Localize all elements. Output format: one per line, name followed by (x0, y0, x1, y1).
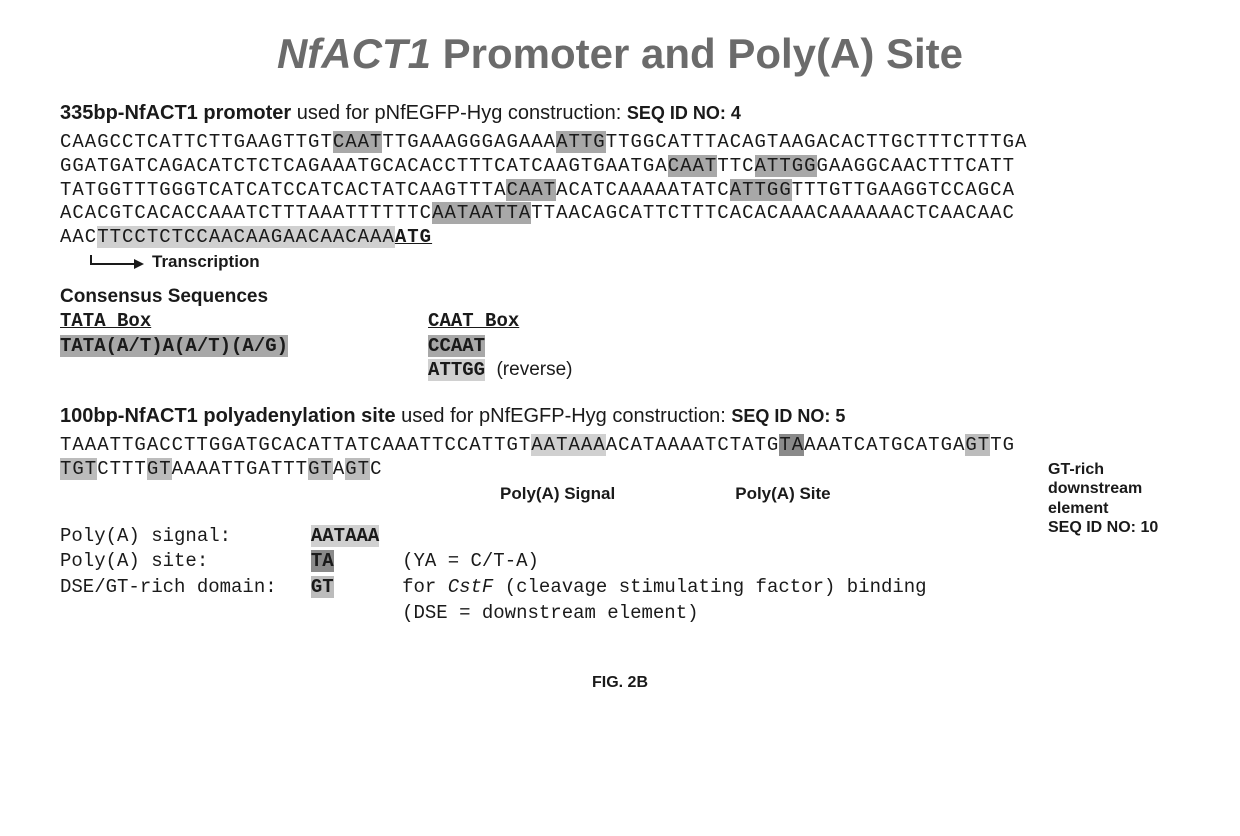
seq-text: C (370, 458, 382, 480)
seq-text: TTAACAGCATTCTTTCACACAAACAAAAAACTCAACAAC (531, 202, 1015, 224)
tata-label: TATA Box (60, 310, 288, 332)
seq-text: TTC (717, 155, 754, 177)
polya-signal-highlight: AATAAA (531, 434, 605, 456)
title-rest: Promoter and Poly(A) Site (431, 30, 963, 77)
side-l4: SEQ ID NO: 10 (1048, 518, 1198, 537)
seq-text: CTTT (97, 458, 147, 480)
gt-highlight: GT (147, 458, 172, 480)
atg-codon: ATG (395, 226, 432, 248)
caat-reverse: ATTGG (428, 359, 485, 381)
promoter-heading: 335bp-NfACT1 promoter used for pNfEGFP-H… (60, 102, 1180, 125)
consensus-block: Consensus Sequences TATA Box TATA(A/T)A(… (60, 286, 1180, 383)
seq-text: GGATGATCAGACATCTCTCAGAAATGCACACCTTTCATCA… (60, 155, 668, 177)
page-title: NfACT1 Promoter and Poly(A) Site (60, 30, 1180, 78)
def-label: Poly(A) signal: (60, 525, 231, 547)
def-row-dse2: (DSE = downstream element) (60, 601, 1180, 627)
tata-like-highlight: AATAATTA (432, 202, 531, 224)
def-note: (DSE = downstream element) (402, 602, 698, 624)
definitions-block: Poly(A) signal: AATAAA Poly(A) site: TA … (60, 524, 1180, 627)
polya-block: TAAATTGACCTTGGATGCACATTATCAAATTCCATTGTAA… (60, 434, 1180, 504)
seq-text: CAAGCCTCATTCTTGAAGTTGT (60, 131, 333, 153)
attgg-highlight: ATTGG (755, 155, 817, 177)
seq-text: TTGGCATTTACAGTAAGACACTTGCTTTCTTTGA (606, 131, 1028, 153)
seq-text: A (333, 458, 345, 480)
polya-site-highlight: TA (779, 434, 804, 456)
side-l3: element (1048, 499, 1198, 518)
transcription-arrow-row: Transcription (90, 252, 1180, 272)
seq-text: TTTGTTGAAGGTCCAGCA (792, 179, 1015, 201)
polya-site-label: Poly(A) Site (735, 484, 830, 504)
def-row-signal: Poly(A) signal: AATAAA (60, 524, 1180, 550)
seq-text: TAAATTGACCTTGGATGCACATTATCAAATTCCATTGT (60, 434, 531, 456)
polya-sequence: TAAATTGACCTTGGATGCACATTATCAAATTCCATTGTAA… (60, 434, 1180, 482)
seq-text: ACACGTCACACCAAATCTTTAAATTTTTTC (60, 202, 432, 224)
def-note-a: for (402, 576, 448, 598)
figure-caption: FIG. 2B (60, 674, 1180, 692)
def-note-b: (cleavage stimulating factor) binding (493, 576, 926, 598)
attgg-highlight: ATTGG (730, 179, 792, 201)
polya-signal-label: Poly(A) Signal (500, 484, 615, 504)
seq-text: AAATCATGCATGA (804, 434, 965, 456)
seq-text: AAAATTGATTT (172, 458, 308, 480)
gt-highlight: GT (345, 458, 370, 480)
polya-heading: 100bp-NfACT1 polyadenylation site used f… (60, 405, 1180, 428)
arrow-icon (90, 255, 146, 269)
gt-highlight: GT (965, 434, 990, 456)
seq-text: TG (990, 434, 1015, 456)
polya-seqid: SEQ ID NO: 5 (731, 406, 845, 426)
title-italic: NfACT1 (277, 30, 431, 77)
def-val: GT (311, 576, 334, 598)
promoter-sequence: CAAGCCTCATTCTTGAAGTTGTCAATTTGAAAGGGAGAAA… (60, 131, 1180, 250)
caat-column: CAAT Box CCAAT ATTGG (reverse) (428, 310, 572, 383)
def-val: AATAAA (311, 525, 379, 547)
caat-label: CAAT Box (428, 310, 572, 332)
seq-text: GAAGGCAACTTTCATT (817, 155, 1015, 177)
seq-text: ACATAAAATCTATG (606, 434, 780, 456)
def-row-dse: DSE/GT-rich domain: GT for CstF (cleavag… (60, 575, 1180, 601)
gt-rich-side-note: GT-rich downstream element SEQ ID NO: 10 (1048, 460, 1198, 537)
promoter-heading-rest: used for pNfEGFP-Hyg construction: (291, 102, 627, 124)
promoter-heading-bold: 335bp-NfACT1 promoter (60, 102, 291, 124)
transcription-start-highlight: TTCCTCTCCAACAAGAACAACAAA (97, 226, 395, 248)
seq-text: ACATCAAAAATATC (556, 179, 730, 201)
caat-highlight: CAAT (333, 131, 383, 153)
polya-heading-bold: 100bp-NfACT1 polyadenylation site (60, 405, 396, 427)
side-l2: downstream (1048, 479, 1198, 498)
reverse-note: (reverse) (496, 359, 572, 380)
seq-text: TATGGTTTGGGTCATCATCCATCACTATCAAGTTTA (60, 179, 506, 201)
consensus-heading: Consensus Sequences (60, 286, 1180, 308)
def-label: Poly(A) site: (60, 550, 208, 572)
promoter-seqid: SEQ ID NO: 4 (627, 103, 741, 123)
gt-highlight: TGT (60, 458, 97, 480)
seq-text: TTGAAAGGGAGAAA (382, 131, 556, 153)
def-row-site: Poly(A) site: TA (YA = C/T-A) (60, 549, 1180, 575)
side-l1: GT-rich (1048, 460, 1198, 479)
attg-highlight: ATTG (556, 131, 606, 153)
page-container: NfACT1 Promoter and Poly(A) Site 335bp-N… (0, 0, 1240, 692)
polya-inline-labels: Poly(A) Signal Poly(A) Site (60, 484, 1180, 504)
def-note: (YA = C/T-A) (402, 550, 539, 572)
def-val: TA (311, 550, 334, 572)
tata-consensus: TATA(A/T)A(A/T)(A/G) (60, 335, 288, 357)
polya-heading-rest: used for pNfEGFP-Hyg construction: (396, 405, 732, 427)
gt-highlight: GT (308, 458, 333, 480)
seq-text: AAC (60, 226, 97, 248)
caat-highlight: CAAT (506, 179, 556, 201)
transcription-label: Transcription (152, 252, 260, 272)
def-label: DSE/GT-rich domain: (60, 576, 277, 598)
tata-column: TATA Box TATA(A/T)A(A/T)(A/G) (60, 310, 288, 383)
caat-consensus: CCAAT (428, 335, 485, 357)
def-note-ital: CstF (448, 576, 494, 598)
caat-highlight: CAAT (668, 155, 718, 177)
